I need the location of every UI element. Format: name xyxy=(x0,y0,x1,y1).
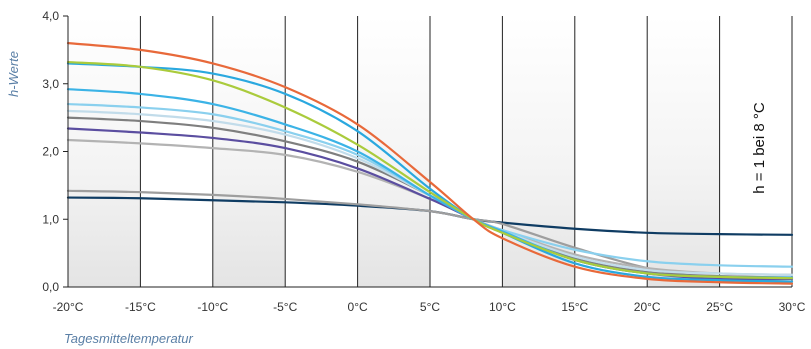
background-band xyxy=(647,16,720,287)
x-tick-label: 15°C xyxy=(561,300,588,314)
y-tick-label: 1,0 xyxy=(42,212,59,226)
y-tick-labels: 0,0 1,0 2,0 3,0 4,0 xyxy=(42,9,59,294)
background-band xyxy=(574,16,648,287)
x-tick-label: 10°C xyxy=(489,300,516,314)
x-tick-labels: -20°C -15°C -10°C -5°C 0°C 5°C 10°C 15°C 20°C 25°… xyxy=(53,300,806,314)
series-line-2 xyxy=(66,60,794,280)
x-tick-label: -10°C xyxy=(197,300,228,314)
annotation-label: h = 1 bei 8 °C xyxy=(751,102,768,194)
x-tick-label: -15°C xyxy=(125,300,156,314)
axes xyxy=(63,15,792,288)
series-line-3 xyxy=(66,62,794,283)
x-tick-label: 30°C xyxy=(779,300,806,314)
y-tick-label: 4,0 xyxy=(42,9,59,23)
y-tick-label: 3,0 xyxy=(42,77,59,91)
x-tick-label: -20°C xyxy=(53,300,84,314)
background-band xyxy=(502,16,575,287)
y-tick-label: 0,0 xyxy=(42,280,59,294)
background-band xyxy=(719,16,792,287)
background-band xyxy=(430,16,503,287)
x-tick-label: -5°C xyxy=(273,300,297,314)
y-tick-label: 2,0 xyxy=(42,145,59,159)
x-tick-label: 5°C xyxy=(420,300,440,314)
series-lines xyxy=(66,42,794,285)
x-tick-label: 0°C xyxy=(348,300,368,314)
y-axis-title: h-Werte xyxy=(6,51,21,97)
series-line-1 xyxy=(66,42,794,285)
x-axis-title: Tagesmitteltemperatur xyxy=(64,331,194,346)
background-band xyxy=(68,16,141,287)
x-tick-label: 20°C xyxy=(634,300,661,314)
x-tick-label: 25°C xyxy=(706,300,733,314)
